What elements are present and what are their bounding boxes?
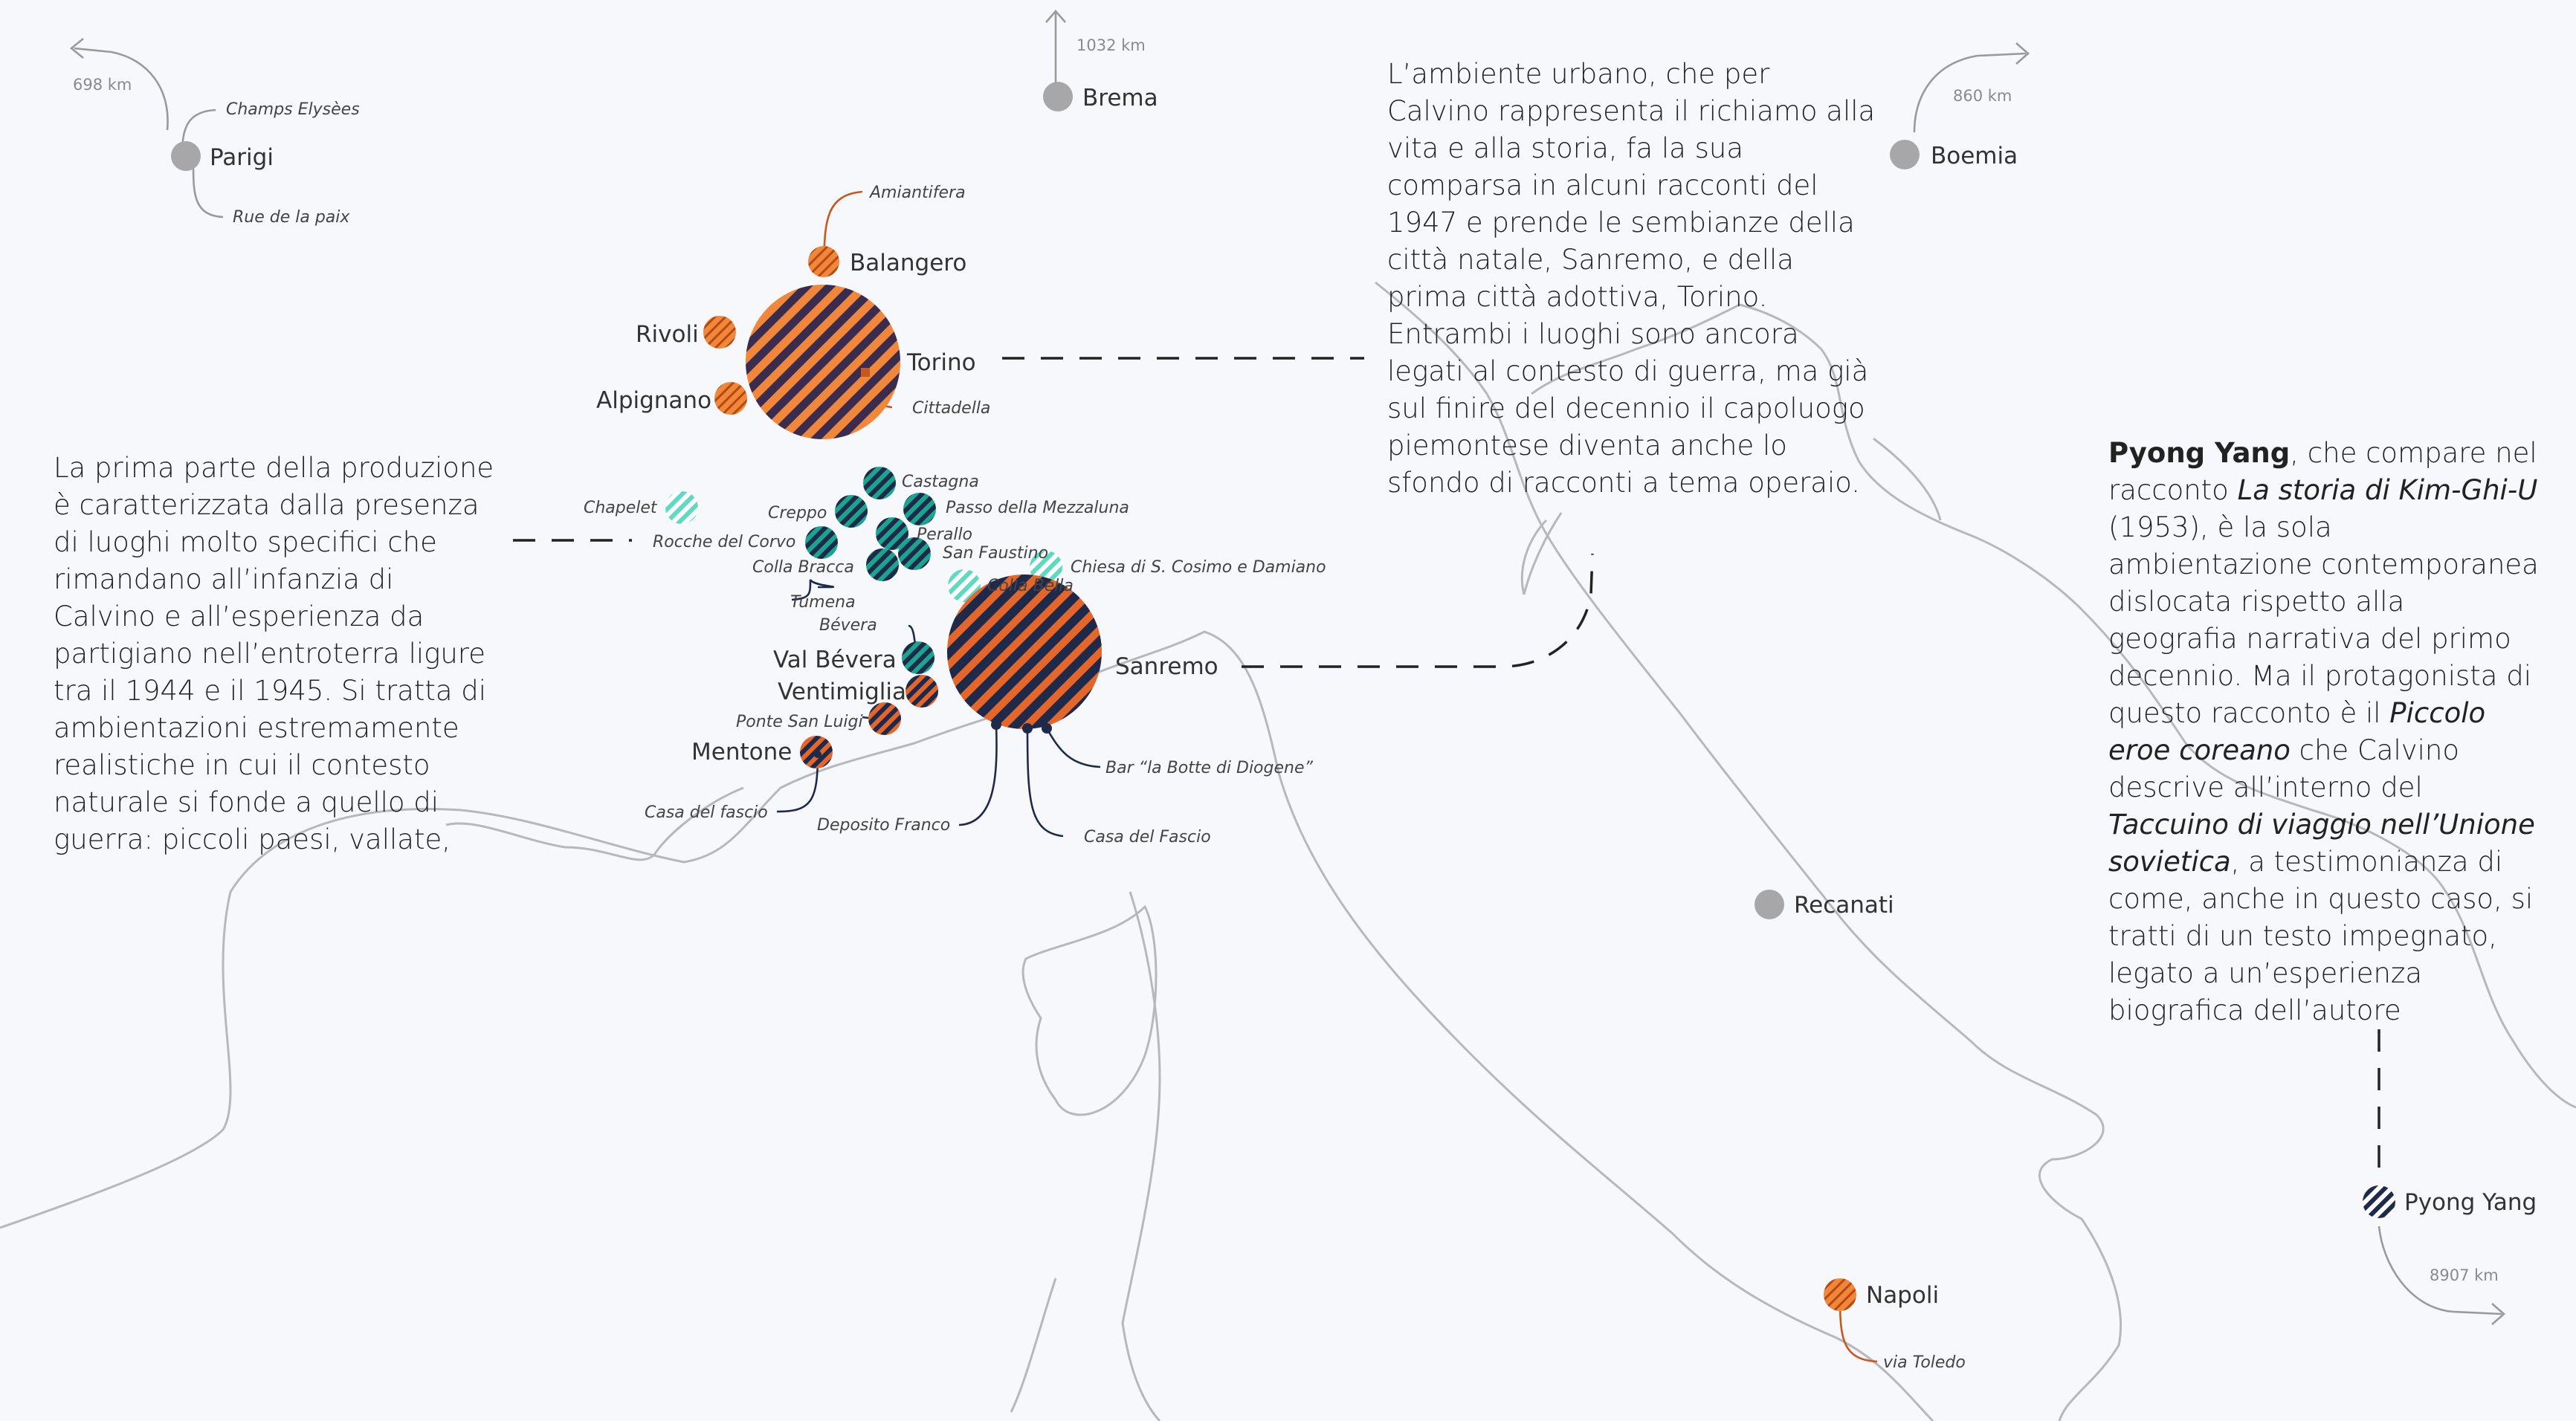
marker-recanati[interactable] bbox=[1755, 890, 1784, 919]
label-castagna: Castagna bbox=[902, 473, 979, 491]
marker-cittadella[interactable] bbox=[861, 368, 870, 377]
foreign-places bbox=[171, 82, 1920, 919]
text-right-title3: Taccuino di viaggio nell’Unione sovietic… bbox=[2108, 809, 2535, 878]
sanremo-cluster bbox=[800, 574, 1102, 768]
label-cittadella: Cittadella bbox=[912, 399, 990, 418]
label-torino: Torino bbox=[906, 349, 976, 376]
label-casafascio1: Casa del fascio bbox=[645, 803, 768, 822]
label-creppo: Creppo bbox=[768, 504, 827, 522]
label-boemia: Boemia bbox=[1931, 143, 2018, 169]
label-collabella: Colla Bella bbox=[987, 577, 1074, 595]
marker-collabella[interactable] bbox=[948, 569, 981, 602]
label-champs: Champs Elysèes bbox=[226, 100, 360, 119]
label-collabracca: Colla Bracca bbox=[752, 558, 854, 577]
marker-balangero[interactable] bbox=[808, 246, 839, 277]
label-mezzaluna: Passo della Mezzaluna bbox=[946, 499, 1129, 517]
marker-brema[interactable] bbox=[1043, 82, 1073, 111]
marker-sanremo[interactable] bbox=[947, 574, 1102, 729]
marker-collabracca[interactable] bbox=[866, 548, 899, 581]
label-tumena: Tumena bbox=[790, 593, 856, 612]
text-block-left: La prima parte della produzione è caratt… bbox=[54, 452, 494, 855]
text-right-3: che Calvino descrive all’interno del bbox=[2108, 734, 2459, 803]
marker-casafascio2[interactable] bbox=[1022, 723, 1033, 734]
marker-casafascio1[interactable] bbox=[814, 751, 821, 758]
label-pontesanluigi: Ponte San Luigi bbox=[736, 713, 863, 731]
distance-parigi: 698 km bbox=[73, 76, 132, 94]
label-bevera: Bévera bbox=[819, 616, 877, 635]
label-parigi: Parigi bbox=[210, 144, 274, 171]
marker-pontesanluigi[interactable] bbox=[868, 702, 901, 735]
marker-chiesa[interactable] bbox=[1030, 551, 1062, 583]
distance-pyongyang: 8907 km bbox=[2430, 1266, 2499, 1284]
marker-bar[interactable] bbox=[1042, 723, 1052, 734]
marker-deposito[interactable] bbox=[991, 719, 1001, 730]
label-valbevera: Val Bévera bbox=[773, 647, 897, 673]
label-perallo: Perallo bbox=[917, 525, 972, 544]
marker-castagna[interactable] bbox=[863, 467, 896, 499]
label-pyongyang: Pyong Yang bbox=[2404, 1189, 2537, 1216]
marker-rivoli[interactable] bbox=[703, 316, 736, 349]
label-sanremo: Sanremo bbox=[1115, 653, 1218, 680]
marker-boemia[interactable] bbox=[1890, 140, 1920, 169]
label-ventimiglia: Ventimiglia bbox=[778, 679, 906, 705]
marker-creppo[interactable] bbox=[835, 495, 868, 528]
label-deposito: Deposito Franco bbox=[817, 816, 950, 835]
distance-arrows bbox=[69, 10, 2505, 1325]
label-casafascio2: Casa del Fascio bbox=[1084, 828, 1211, 847]
label-chiesa: Chiesa di S. Cosimo e Damiano bbox=[1071, 558, 1326, 577]
label-bar: Bar “la Botte di Diogene” bbox=[1105, 759, 1313, 777]
liguria-cluster bbox=[665, 467, 1062, 674]
marker-perallo[interactable] bbox=[876, 517, 908, 550]
text-block-right: Pyong Yang, che compare nel racconto La … bbox=[2108, 435, 2540, 1029]
label-balangero: Balangero bbox=[850, 250, 966, 276]
marker-mezzaluna[interactable] bbox=[903, 493, 936, 525]
text-right-4: , a testimonianza di come, anche in ques… bbox=[2108, 846, 2534, 1026]
label-recanati: Recanati bbox=[1794, 892, 1894, 919]
marker-valbevera[interactable] bbox=[902, 641, 934, 674]
label-napoli: Napoli bbox=[1866, 1282, 1939, 1309]
marker-ventimiglia[interactable] bbox=[906, 675, 938, 708]
text-right-2: (1953), è la sola ambientazione contempo… bbox=[2108, 511, 2539, 729]
leader-lines bbox=[181, 109, 1878, 1363]
text-right-bold: Pyong Yang bbox=[2108, 437, 2291, 469]
label-faustino: San Faustino bbox=[943, 544, 1048, 563]
label-brema: Brema bbox=[1082, 85, 1158, 111]
marker-rocche[interactable] bbox=[805, 526, 838, 559]
label-paix: Rue de la paix bbox=[233, 208, 350, 227]
marker-alpignano[interactable] bbox=[714, 382, 747, 415]
marker-faustino[interactable] bbox=[898, 537, 931, 570]
label-mentone: Mentone bbox=[691, 739, 792, 765]
text-right-title2: Piccolo eroe coreano bbox=[2108, 697, 2486, 766]
label-chapelet: Chapelet bbox=[584, 499, 658, 517]
marker-pyongyang[interactable] bbox=[2363, 1185, 2395, 1218]
marker-parigi[interactable] bbox=[171, 141, 201, 171]
label-alpignano: Alpignano bbox=[596, 387, 711, 414]
marker-torino[interactable] bbox=[746, 285, 900, 439]
label-rocche: Rocche del Corvo bbox=[653, 533, 795, 551]
label-amiantifera: Amiantifera bbox=[868, 184, 966, 202]
marker-napoli[interactable] bbox=[1824, 1278, 1856, 1311]
text-right-1: , che compare nel racconto bbox=[2108, 437, 2537, 506]
label-rivoli: Rivoli bbox=[636, 321, 699, 348]
distance-brema: 1032 km bbox=[1076, 36, 1146, 54]
distance-boemia: 860 km bbox=[1953, 87, 2012, 105]
text-right-title1: La storia di Kim-Ghi-U bbox=[2237, 474, 2538, 506]
text-block-middle: L’ambiente urbano, che per Calvino rappr… bbox=[1387, 58, 1876, 499]
label-toledo: via Toledo bbox=[1883, 1353, 1966, 1372]
torino-cluster bbox=[703, 246, 900, 439]
marker-chapelet[interactable] bbox=[665, 491, 698, 524]
dashed-connectors bbox=[513, 357, 2380, 1171]
